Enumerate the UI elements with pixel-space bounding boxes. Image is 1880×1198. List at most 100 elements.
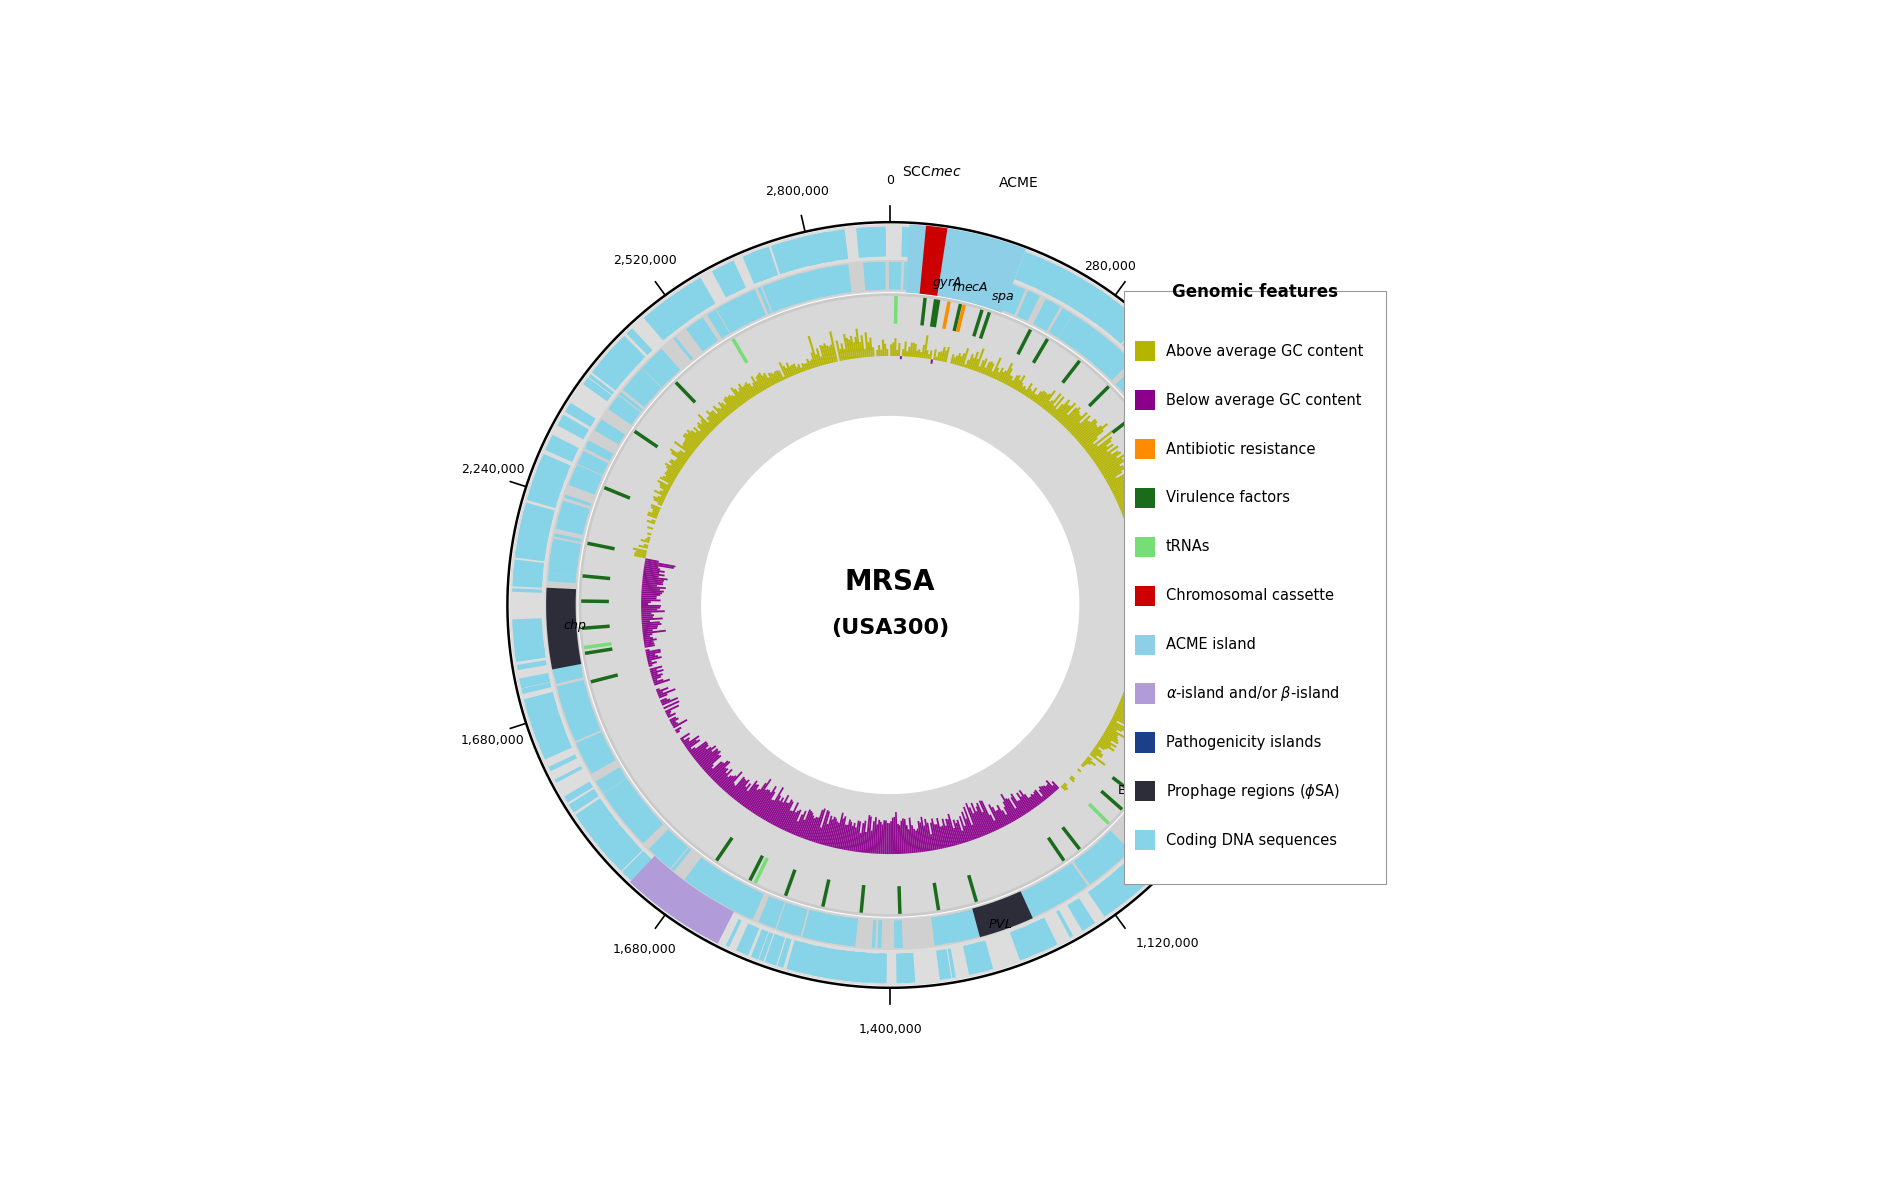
Polygon shape <box>585 443 611 461</box>
Polygon shape <box>1085 831 1128 875</box>
Polygon shape <box>1194 515 1222 526</box>
Polygon shape <box>795 367 799 374</box>
Polygon shape <box>650 875 671 900</box>
Polygon shape <box>705 411 720 425</box>
Polygon shape <box>1181 473 1218 514</box>
Polygon shape <box>645 871 673 902</box>
Polygon shape <box>1040 264 1062 295</box>
Polygon shape <box>643 564 658 568</box>
Polygon shape <box>735 783 750 801</box>
Polygon shape <box>1051 271 1070 298</box>
Polygon shape <box>897 343 901 356</box>
Polygon shape <box>940 346 946 362</box>
Polygon shape <box>1032 884 1051 912</box>
Polygon shape <box>643 577 664 582</box>
Polygon shape <box>908 829 912 853</box>
Polygon shape <box>549 553 577 568</box>
Polygon shape <box>1237 575 1267 617</box>
Polygon shape <box>746 782 767 810</box>
Polygon shape <box>615 399 637 417</box>
Polygon shape <box>1066 415 1081 430</box>
Polygon shape <box>1137 634 1166 640</box>
Polygon shape <box>1010 890 1036 922</box>
Polygon shape <box>737 391 746 403</box>
Polygon shape <box>859 341 863 358</box>
Polygon shape <box>1124 519 1132 522</box>
Polygon shape <box>1175 733 1203 750</box>
Polygon shape <box>643 637 652 640</box>
Polygon shape <box>635 550 647 555</box>
Polygon shape <box>1049 409 1057 416</box>
Polygon shape <box>573 468 600 483</box>
Polygon shape <box>1139 611 1141 613</box>
Polygon shape <box>959 234 995 270</box>
Polygon shape <box>1038 873 1070 908</box>
Polygon shape <box>1070 323 1094 352</box>
Polygon shape <box>946 231 955 261</box>
Polygon shape <box>1085 757 1096 767</box>
Polygon shape <box>545 438 577 460</box>
Polygon shape <box>1090 751 1096 757</box>
Polygon shape <box>1137 627 1149 629</box>
Polygon shape <box>711 875 731 902</box>
Polygon shape <box>743 248 775 284</box>
Polygon shape <box>1117 706 1137 716</box>
Polygon shape <box>733 297 750 325</box>
Polygon shape <box>852 919 857 946</box>
Polygon shape <box>1055 404 1068 419</box>
Polygon shape <box>1184 714 1211 726</box>
Polygon shape <box>1136 648 1147 652</box>
Polygon shape <box>643 568 664 573</box>
Polygon shape <box>525 692 556 715</box>
Polygon shape <box>1068 412 1087 431</box>
Polygon shape <box>810 359 814 368</box>
Polygon shape <box>1122 514 1136 521</box>
Polygon shape <box>884 344 885 356</box>
Polygon shape <box>558 689 588 704</box>
Polygon shape <box>598 827 624 851</box>
Polygon shape <box>1139 599 1152 601</box>
Polygon shape <box>697 425 709 436</box>
Polygon shape <box>650 519 656 522</box>
Polygon shape <box>1136 563 1139 565</box>
Polygon shape <box>1057 403 1075 422</box>
Polygon shape <box>647 660 652 664</box>
Polygon shape <box>555 766 583 782</box>
Polygon shape <box>995 810 1004 827</box>
Polygon shape <box>758 288 771 314</box>
Polygon shape <box>513 576 541 581</box>
Polygon shape <box>688 748 692 751</box>
Polygon shape <box>1122 322 1143 347</box>
Polygon shape <box>949 353 953 364</box>
Polygon shape <box>1079 425 1102 444</box>
Polygon shape <box>711 262 743 297</box>
Polygon shape <box>987 363 995 376</box>
Polygon shape <box>594 822 619 842</box>
Polygon shape <box>951 819 961 845</box>
Polygon shape <box>902 262 906 290</box>
Polygon shape <box>729 779 744 797</box>
Polygon shape <box>1115 709 1134 719</box>
Polygon shape <box>906 224 1025 313</box>
Polygon shape <box>720 775 733 789</box>
Polygon shape <box>1203 565 1231 577</box>
Polygon shape <box>1077 329 1120 371</box>
Polygon shape <box>515 546 545 556</box>
Polygon shape <box>658 688 675 697</box>
Bar <box>1134 391 1154 411</box>
Polygon shape <box>808 361 812 369</box>
Polygon shape <box>931 818 938 849</box>
Polygon shape <box>786 940 797 969</box>
Polygon shape <box>1102 459 1124 474</box>
Polygon shape <box>1239 591 1267 603</box>
Polygon shape <box>1045 780 1057 792</box>
Polygon shape <box>741 783 758 805</box>
Polygon shape <box>1085 443 1094 450</box>
Polygon shape <box>600 829 626 853</box>
Polygon shape <box>696 745 716 762</box>
Polygon shape <box>870 262 880 290</box>
Polygon shape <box>1026 922 1047 952</box>
Polygon shape <box>972 813 983 836</box>
Polygon shape <box>1058 315 1085 345</box>
Polygon shape <box>1222 700 1254 721</box>
